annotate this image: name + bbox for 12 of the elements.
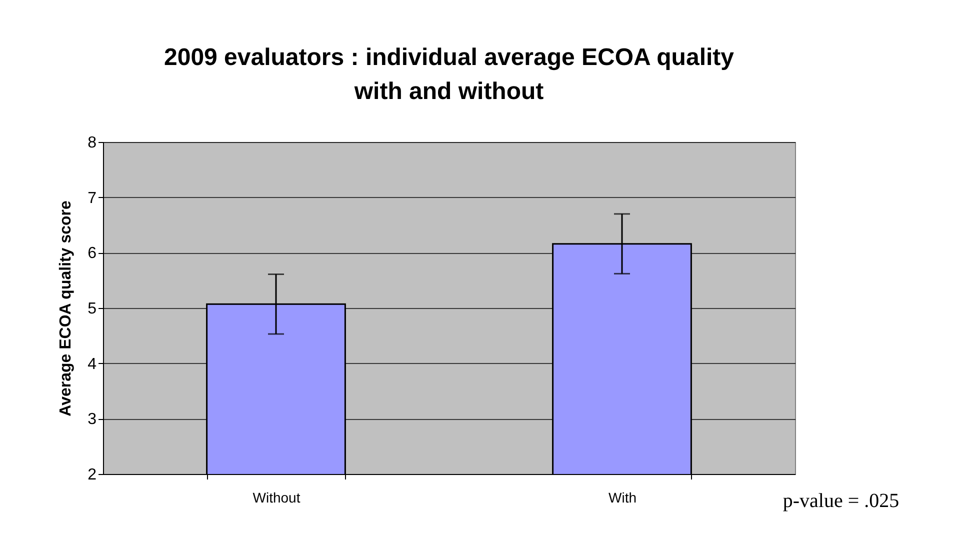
x-tick-label: Without — [252, 490, 300, 506]
y-axis-title: Average ECOA quality score — [58, 200, 75, 416]
y-tick-label: 7 — [88, 190, 97, 207]
x-tick-label: With — [608, 490, 636, 506]
y-tick-label: 5 — [88, 300, 97, 318]
y-tick-label: 8 — [88, 134, 97, 152]
chart-title: 2009 evaluators : individual average ECOA quality with and without — [164, 44, 735, 105]
y-tick-label: 2 — [88, 466, 97, 484]
y-tick-label: 4 — [88, 356, 97, 373]
y-tick-label: 3 — [88, 411, 97, 428]
y-tick-label: 6 — [88, 245, 97, 262]
text: p-value = .025 — [782, 490, 900, 512]
